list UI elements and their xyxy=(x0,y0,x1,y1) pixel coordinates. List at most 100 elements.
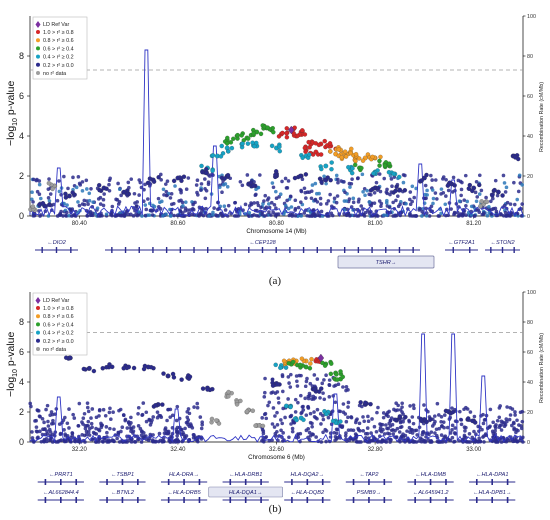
snp-point xyxy=(299,200,303,204)
snp-point xyxy=(277,148,282,154)
gene-exon xyxy=(429,479,432,485)
snp-point xyxy=(512,439,517,443)
y2-tick-label: 100 xyxy=(527,290,536,296)
snp-point xyxy=(139,433,144,438)
snp-point xyxy=(270,377,275,382)
snp-point xyxy=(370,417,374,421)
snp-point xyxy=(376,405,380,410)
snp-point xyxy=(62,174,66,179)
snp-point xyxy=(343,190,347,195)
gene-label: ←GTF2A1 xyxy=(448,240,475,246)
y-axis-title-log: log xyxy=(5,377,17,391)
snp-point xyxy=(261,431,266,436)
snp-point xyxy=(304,413,309,417)
legend-label: 1.0 > r² ≥ 0.8 xyxy=(43,306,74,312)
legend-label: 0.2 > r² ≥ 0.0 xyxy=(43,63,74,69)
gene-label: HLA-DQA1→ xyxy=(229,490,263,496)
snp-point xyxy=(69,440,73,444)
snp-point xyxy=(37,192,42,197)
snp-point xyxy=(263,390,267,395)
y2-tick-label: 80 xyxy=(527,54,533,60)
snp-point xyxy=(448,415,453,420)
snp-point xyxy=(64,213,68,218)
snp-point xyxy=(247,204,252,208)
snp-point xyxy=(435,197,439,201)
snp-point xyxy=(277,400,281,405)
snp-point xyxy=(504,214,509,218)
snp-point xyxy=(168,440,173,444)
snp-point xyxy=(375,410,379,415)
gene-exon xyxy=(183,497,185,503)
snp-point xyxy=(183,206,188,210)
snp-point xyxy=(30,204,36,209)
snp-point xyxy=(198,415,203,419)
snp-point xyxy=(450,406,454,410)
snp-point xyxy=(133,201,137,205)
snp-point xyxy=(159,178,163,182)
lead-variant-diamond xyxy=(317,353,325,363)
snp-point xyxy=(240,141,245,146)
snp-point xyxy=(322,378,326,382)
snp-point xyxy=(382,432,387,436)
snp-point xyxy=(435,401,440,406)
snp-point xyxy=(78,183,83,187)
snp-point xyxy=(360,404,364,409)
gene-exon xyxy=(368,479,370,485)
snp-point xyxy=(280,179,284,184)
snp-point xyxy=(135,204,139,208)
snp-point xyxy=(114,197,118,202)
snp-point xyxy=(238,398,243,404)
snp-point xyxy=(500,193,505,198)
snp-point xyxy=(366,419,371,424)
snp-point xyxy=(168,196,173,200)
snp-point xyxy=(276,134,282,139)
snp-point xyxy=(384,201,389,205)
snp-point xyxy=(359,165,364,171)
snp-point xyxy=(395,426,400,431)
snp-point xyxy=(200,209,204,213)
snp-point xyxy=(316,142,322,148)
snp-point xyxy=(324,373,328,377)
legend-label: no r² data xyxy=(43,347,66,353)
gene-exon xyxy=(234,247,236,253)
snp-point xyxy=(204,170,209,176)
snp-point xyxy=(444,177,448,182)
snp-point xyxy=(85,401,90,405)
snp-point xyxy=(394,435,399,439)
snp-point xyxy=(488,407,493,412)
snp-point xyxy=(430,188,435,192)
snp-point xyxy=(281,431,285,435)
gene-exon xyxy=(330,247,332,253)
legend-label: 0.2 > r² ≥ 0.0 xyxy=(43,339,74,345)
snp-point xyxy=(289,372,293,377)
snp-point xyxy=(212,206,216,210)
snp-point xyxy=(161,187,166,192)
snp-point xyxy=(226,389,231,395)
gene-exon xyxy=(41,247,43,253)
snp-point xyxy=(285,198,289,203)
snp-point xyxy=(296,214,300,218)
snp-point xyxy=(463,429,467,433)
snp-point xyxy=(321,417,326,422)
snp-point xyxy=(98,202,103,206)
snp-point xyxy=(480,427,484,432)
snp-point xyxy=(384,423,388,427)
snp-point xyxy=(273,431,278,436)
y-tick-label: 4 xyxy=(19,377,24,387)
snp-point xyxy=(131,429,136,433)
y-axis-title-sub: 10 xyxy=(12,369,19,377)
gene-exon xyxy=(179,247,182,253)
panel-label: (a) xyxy=(269,275,282,287)
snp-point xyxy=(293,208,297,212)
snp-point xyxy=(475,195,480,199)
snp-point xyxy=(262,412,267,417)
legend-swatch xyxy=(36,338,40,343)
snp-point xyxy=(340,374,345,380)
snp-point xyxy=(301,404,305,409)
snp-point xyxy=(511,420,516,425)
snp-point xyxy=(343,154,349,159)
snp-point xyxy=(199,426,204,431)
gene-exon xyxy=(44,479,47,485)
y-axis-title-tail: p-value xyxy=(5,81,17,119)
snp-point xyxy=(104,186,109,191)
